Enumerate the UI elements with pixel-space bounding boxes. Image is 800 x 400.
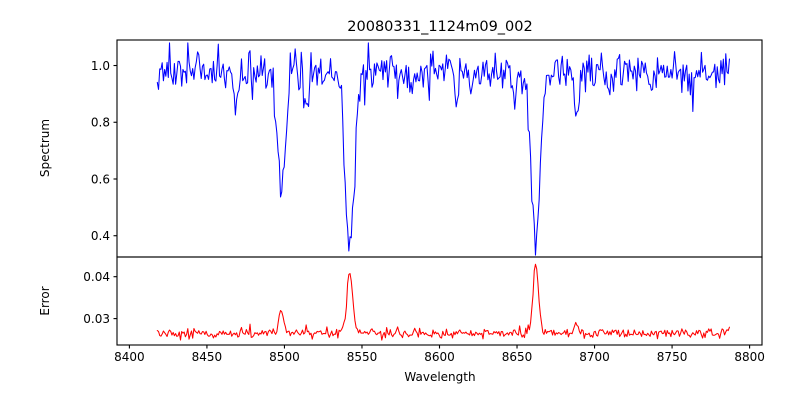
spectrum-y-tick-label: 0.8 bbox=[91, 116, 110, 130]
spectrum-panel: 0.4 0.6 0.8 1.0 Spectrum bbox=[38, 39, 763, 258]
x-tick-label: 8550 bbox=[347, 350, 378, 364]
spectrum-y-tick-label: 1.0 bbox=[91, 59, 110, 73]
spectrum-y-tick-label: 0.6 bbox=[91, 172, 110, 186]
x-tick-label: 8400 bbox=[114, 350, 145, 364]
error-y-tick-label: 0.03 bbox=[83, 312, 110, 326]
error-panel: 0.03 0.04 8400 8450 8500 8550 8600 8650 8700 875… bbox=[38, 256, 765, 364]
x-tick-label: 8600 bbox=[424, 350, 455, 364]
x-tick-label: 8750 bbox=[657, 350, 688, 364]
figure-title: 20080331_1124m09_002 bbox=[347, 19, 532, 35]
spectrum-data-line bbox=[156, 42, 730, 256]
x-tick-label: 8450 bbox=[192, 350, 223, 364]
error-x-ticks: 8400 8450 8500 8550 8600 8650 8700 8750 8800 bbox=[114, 345, 765, 364]
error-y-axis-label: Error bbox=[38, 286, 52, 315]
x-tick-label: 8700 bbox=[579, 350, 610, 364]
error-y-tick-label: 0.04 bbox=[83, 270, 110, 284]
x-axis-label: Wavelength bbox=[404, 370, 475, 384]
error-y-ticks: 0.03 0.04 bbox=[83, 270, 117, 326]
x-tick-label: 8800 bbox=[734, 350, 765, 364]
spectrum-y-tick-label: 0.4 bbox=[91, 229, 110, 243]
error-data-line bbox=[156, 263, 730, 341]
spectrum-y-axis-label: Spectrum bbox=[38, 119, 52, 177]
x-tick-label: 8500 bbox=[269, 350, 300, 364]
x-tick-label: 8650 bbox=[502, 350, 533, 364]
spectrum-y-ticks: 0.4 0.6 0.8 1.0 bbox=[91, 59, 117, 243]
